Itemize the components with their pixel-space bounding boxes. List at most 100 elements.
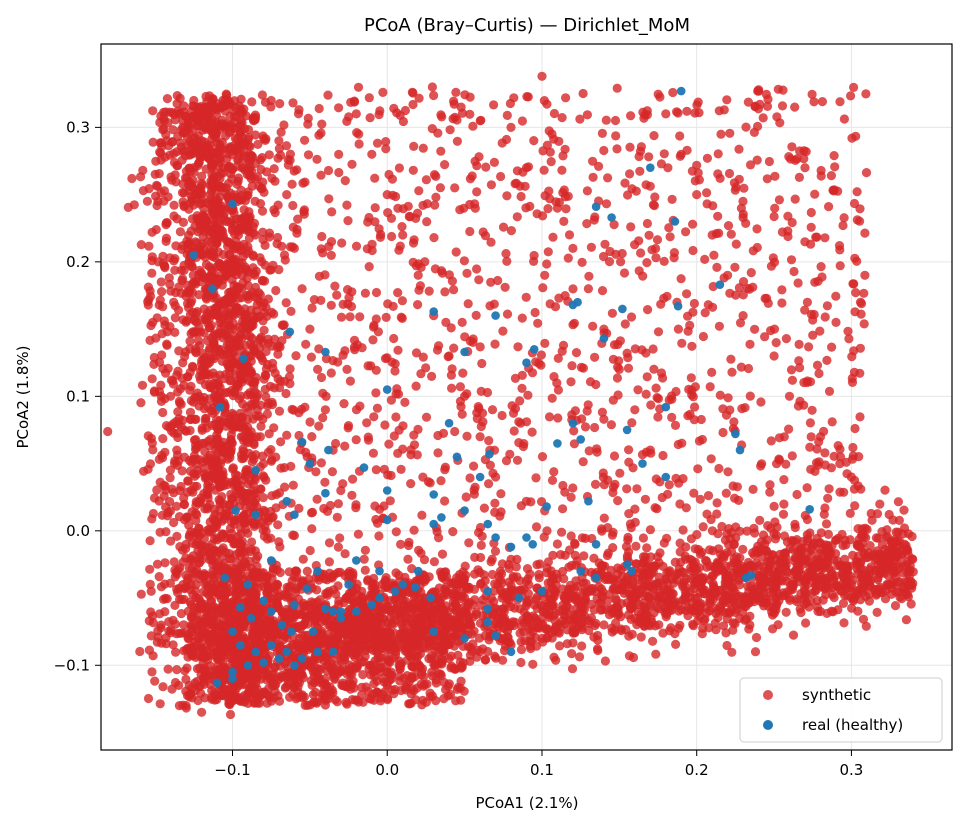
synthetic-point bbox=[839, 618, 849, 628]
synthetic-point bbox=[424, 638, 434, 648]
synthetic-point bbox=[875, 499, 885, 509]
synthetic-point bbox=[199, 404, 209, 414]
synthetic-point bbox=[172, 531, 182, 542]
synthetic-point bbox=[441, 567, 451, 577]
synthetic-point bbox=[313, 664, 323, 674]
synthetic-point bbox=[903, 577, 913, 587]
synthetic-point bbox=[247, 97, 257, 107]
synthetic-point bbox=[298, 673, 308, 683]
synthetic-point bbox=[696, 583, 706, 593]
synthetic-point bbox=[225, 111, 235, 121]
synthetic-point bbox=[624, 631, 634, 641]
synthetic-point bbox=[182, 140, 192, 150]
synthetic-point bbox=[400, 626, 410, 636]
synthetic-point bbox=[217, 473, 227, 483]
synthetic-point bbox=[838, 598, 849, 609]
synthetic-point bbox=[358, 670, 368, 680]
synthetic-point bbox=[600, 656, 611, 666]
synthetic-point bbox=[172, 147, 182, 157]
synthetic-point bbox=[276, 437, 286, 447]
synthetic-point bbox=[390, 628, 400, 639]
synthetic-point bbox=[404, 614, 414, 624]
synthetic-point bbox=[175, 93, 185, 103]
synthetic-point bbox=[137, 380, 148, 390]
synthetic-point bbox=[446, 578, 457, 588]
synthetic-point bbox=[434, 596, 444, 606]
synthetic-point bbox=[807, 588, 817, 598]
synthetic-point bbox=[864, 596, 875, 606]
synthetic-point bbox=[437, 641, 447, 652]
synthetic-point bbox=[150, 676, 160, 686]
synthetic-point bbox=[253, 139, 263, 149]
synthetic-point bbox=[152, 485, 162, 495]
synthetic-point bbox=[577, 641, 587, 651]
synthetic-point bbox=[589, 632, 599, 642]
synthetic-point bbox=[221, 271, 231, 281]
synthetic-point bbox=[264, 150, 274, 160]
synthetic-point bbox=[573, 581, 583, 591]
synthetic-point bbox=[727, 582, 738, 593]
synthetic-point bbox=[160, 593, 170, 603]
synthetic-point bbox=[680, 551, 690, 561]
synthetic-point bbox=[450, 599, 460, 609]
synthetic-point bbox=[653, 591, 664, 601]
synthetic-point bbox=[571, 615, 581, 625]
synthetic-point bbox=[322, 590, 333, 601]
synthetic-point bbox=[857, 573, 867, 584]
synthetic-point bbox=[735, 591, 745, 601]
synthetic-point bbox=[821, 519, 832, 529]
synthetic-point bbox=[184, 186, 194, 196]
synthetic-point bbox=[826, 566, 836, 576]
synthetic-point bbox=[435, 669, 445, 679]
synthetic-point bbox=[170, 265, 180, 275]
synthetic-point bbox=[726, 605, 736, 615]
synthetic-point bbox=[729, 558, 739, 568]
synthetic-point bbox=[166, 286, 176, 296]
synthetic-point bbox=[591, 618, 601, 628]
synthetic-point bbox=[333, 581, 343, 591]
synthetic-point bbox=[788, 630, 799, 640]
synthetic-point bbox=[906, 599, 916, 609]
synthetic-point bbox=[274, 406, 285, 416]
synthetic-point bbox=[498, 655, 508, 665]
synthetic-point bbox=[225, 368, 235, 378]
synthetic-point bbox=[383, 603, 393, 613]
synthetic-point bbox=[751, 632, 762, 643]
synthetic-point bbox=[274, 265, 284, 275]
synthetic-point bbox=[610, 585, 620, 595]
synthetic-point bbox=[516, 637, 526, 647]
synthetic-point bbox=[434, 583, 444, 593]
synthetic-point bbox=[202, 588, 212, 598]
synthetic-point bbox=[631, 593, 641, 603]
synthetic-point bbox=[160, 558, 170, 568]
synthetic-point bbox=[638, 612, 648, 622]
synthetic-point bbox=[165, 107, 175, 117]
synthetic-point bbox=[522, 597, 532, 607]
synthetic-point bbox=[136, 398, 146, 408]
synthetic-point bbox=[487, 569, 497, 580]
synthetic-point bbox=[405, 603, 415, 613]
synthetic-point bbox=[857, 538, 868, 549]
synthetic-point bbox=[179, 101, 189, 111]
synthetic-point bbox=[464, 611, 474, 621]
synthetic-point bbox=[587, 583, 598, 594]
synthetic-point bbox=[768, 582, 779, 592]
synthetic-point bbox=[480, 655, 490, 665]
synthetic-point bbox=[207, 686, 217, 696]
synthetic-point bbox=[184, 520, 194, 530]
synthetic-point bbox=[272, 579, 282, 589]
synthetic-point bbox=[205, 323, 215, 333]
synthetic-point bbox=[534, 569, 544, 580]
synthetic-point bbox=[163, 664, 173, 674]
synthetic-point bbox=[211, 522, 221, 532]
synthetic-point bbox=[721, 572, 731, 583]
synthetic-point bbox=[407, 653, 417, 663]
synthetic-point bbox=[573, 594, 583, 604]
synthetic-point bbox=[213, 381, 223, 391]
synthetic-point bbox=[476, 578, 486, 589]
synthetic-point bbox=[267, 455, 277, 465]
synthetic-point bbox=[781, 607, 791, 617]
synthetic-point bbox=[564, 603, 574, 613]
synthetic-point bbox=[236, 195, 247, 205]
synthetic-point bbox=[621, 575, 631, 585]
